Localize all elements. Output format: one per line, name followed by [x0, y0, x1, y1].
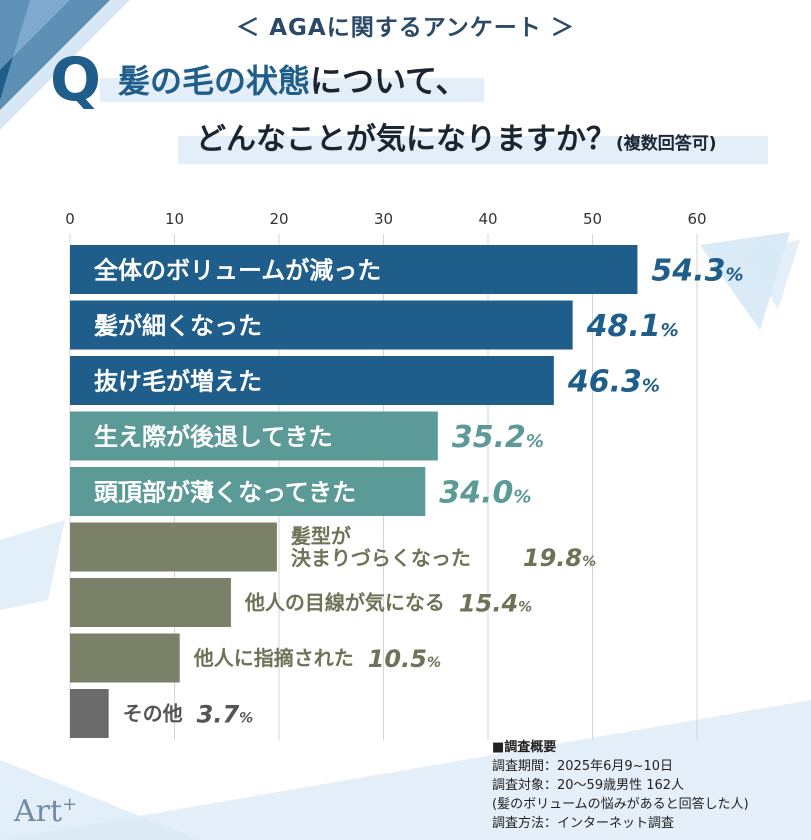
survey-title: ■調査概要 — [492, 740, 557, 755]
category-label: 決まりづらくなった — [291, 546, 471, 570]
unit-label: % — [725, 265, 743, 286]
value-label: 3.7% — [197, 701, 254, 729]
value-label: 19.8% — [523, 544, 596, 572]
tick-label: 60 — [687, 210, 706, 228]
value-label: 35.2% — [452, 420, 544, 455]
bar — [70, 522, 277, 572]
bar — [70, 300, 573, 350]
question-highlight-2 — [178, 136, 768, 164]
question-note: (複数回答可) — [616, 134, 717, 154]
bar — [70, 578, 231, 627]
brand-name: Art — [14, 794, 63, 829]
brand-mark: + — [62, 794, 78, 815]
value-label: 15.4% — [459, 590, 532, 618]
question-accent: 髪の毛の状態 — [118, 62, 311, 100]
bar — [70, 356, 554, 405]
unit-label: % — [526, 431, 544, 452]
bar — [70, 467, 426, 516]
tick-label: 40 — [478, 210, 497, 228]
category-label: 髪型が — [290, 524, 351, 548]
unit-label: % — [642, 376, 660, 397]
category-label: 他人の目線が気になる — [244, 591, 445, 615]
category-label: 髪が細くなった — [93, 312, 262, 340]
value-label: 54.3% — [651, 254, 743, 289]
unit-label: % — [239, 711, 253, 727]
category-label: 生え際が後退してきた — [94, 423, 333, 451]
bar — [70, 245, 638, 294]
tick-label: 30 — [374, 210, 393, 228]
brand-logo: Art+ — [14, 794, 77, 829]
unit-label: % — [513, 487, 531, 508]
tick-label: 10 — [165, 210, 184, 228]
survey-summary: ■調査概要 調査期間：2025年6月9~10日 調査対象：20～59歳男性 16… — [492, 738, 749, 833]
value-label: 10.5% — [368, 645, 441, 673]
value-label: 34.0% — [439, 476, 531, 511]
category-label: 抜け毛が増えた — [94, 368, 262, 396]
category-label: 全体のボリュームが減った — [93, 257, 381, 285]
bar — [70, 411, 438, 461]
category-label: 頭頂部が薄くなってきた — [94, 479, 356, 507]
question-line-2: どんなことが気になりますか？(複数回答可) — [196, 114, 717, 158]
unit-label: % — [518, 600, 532, 616]
survey-header-tag: ＜ AGAに関するアンケート ＞ — [236, 15, 575, 41]
question-line1-rest: について、 — [310, 62, 468, 100]
question-line2-main: どんなことが気になりますか？ — [196, 122, 616, 157]
bar — [70, 633, 180, 683]
tick-label: 50 — [583, 210, 602, 228]
unit-label: % — [582, 554, 596, 570]
value-label: 46.3% — [567, 365, 660, 400]
unit-label: % — [661, 320, 679, 341]
question-q-label: Q — [50, 45, 102, 115]
value-label: 48.1% — [586, 309, 679, 344]
question-highlight-1 — [100, 78, 484, 102]
bar — [70, 689, 109, 738]
question-line-1: 髪の毛の状態について、 — [118, 56, 467, 102]
tick-label: 0 — [65, 210, 75, 228]
unit-label: % — [427, 655, 441, 671]
survey-target: 調査対象：20～59歳男性 162人 — [492, 778, 685, 793]
tick-label: 20 — [269, 210, 288, 228]
category-label: その他 — [123, 702, 183, 726]
survey-period: 調査期間：2025年6月9~10日 — [492, 759, 674, 774]
survey-method: 調査方法：インターネット調査 — [492, 816, 675, 831]
category-label: 他人に指摘された — [193, 646, 354, 670]
survey-target-note: (髪のボリュームの悩みがあると回答した人) — [492, 797, 749, 812]
